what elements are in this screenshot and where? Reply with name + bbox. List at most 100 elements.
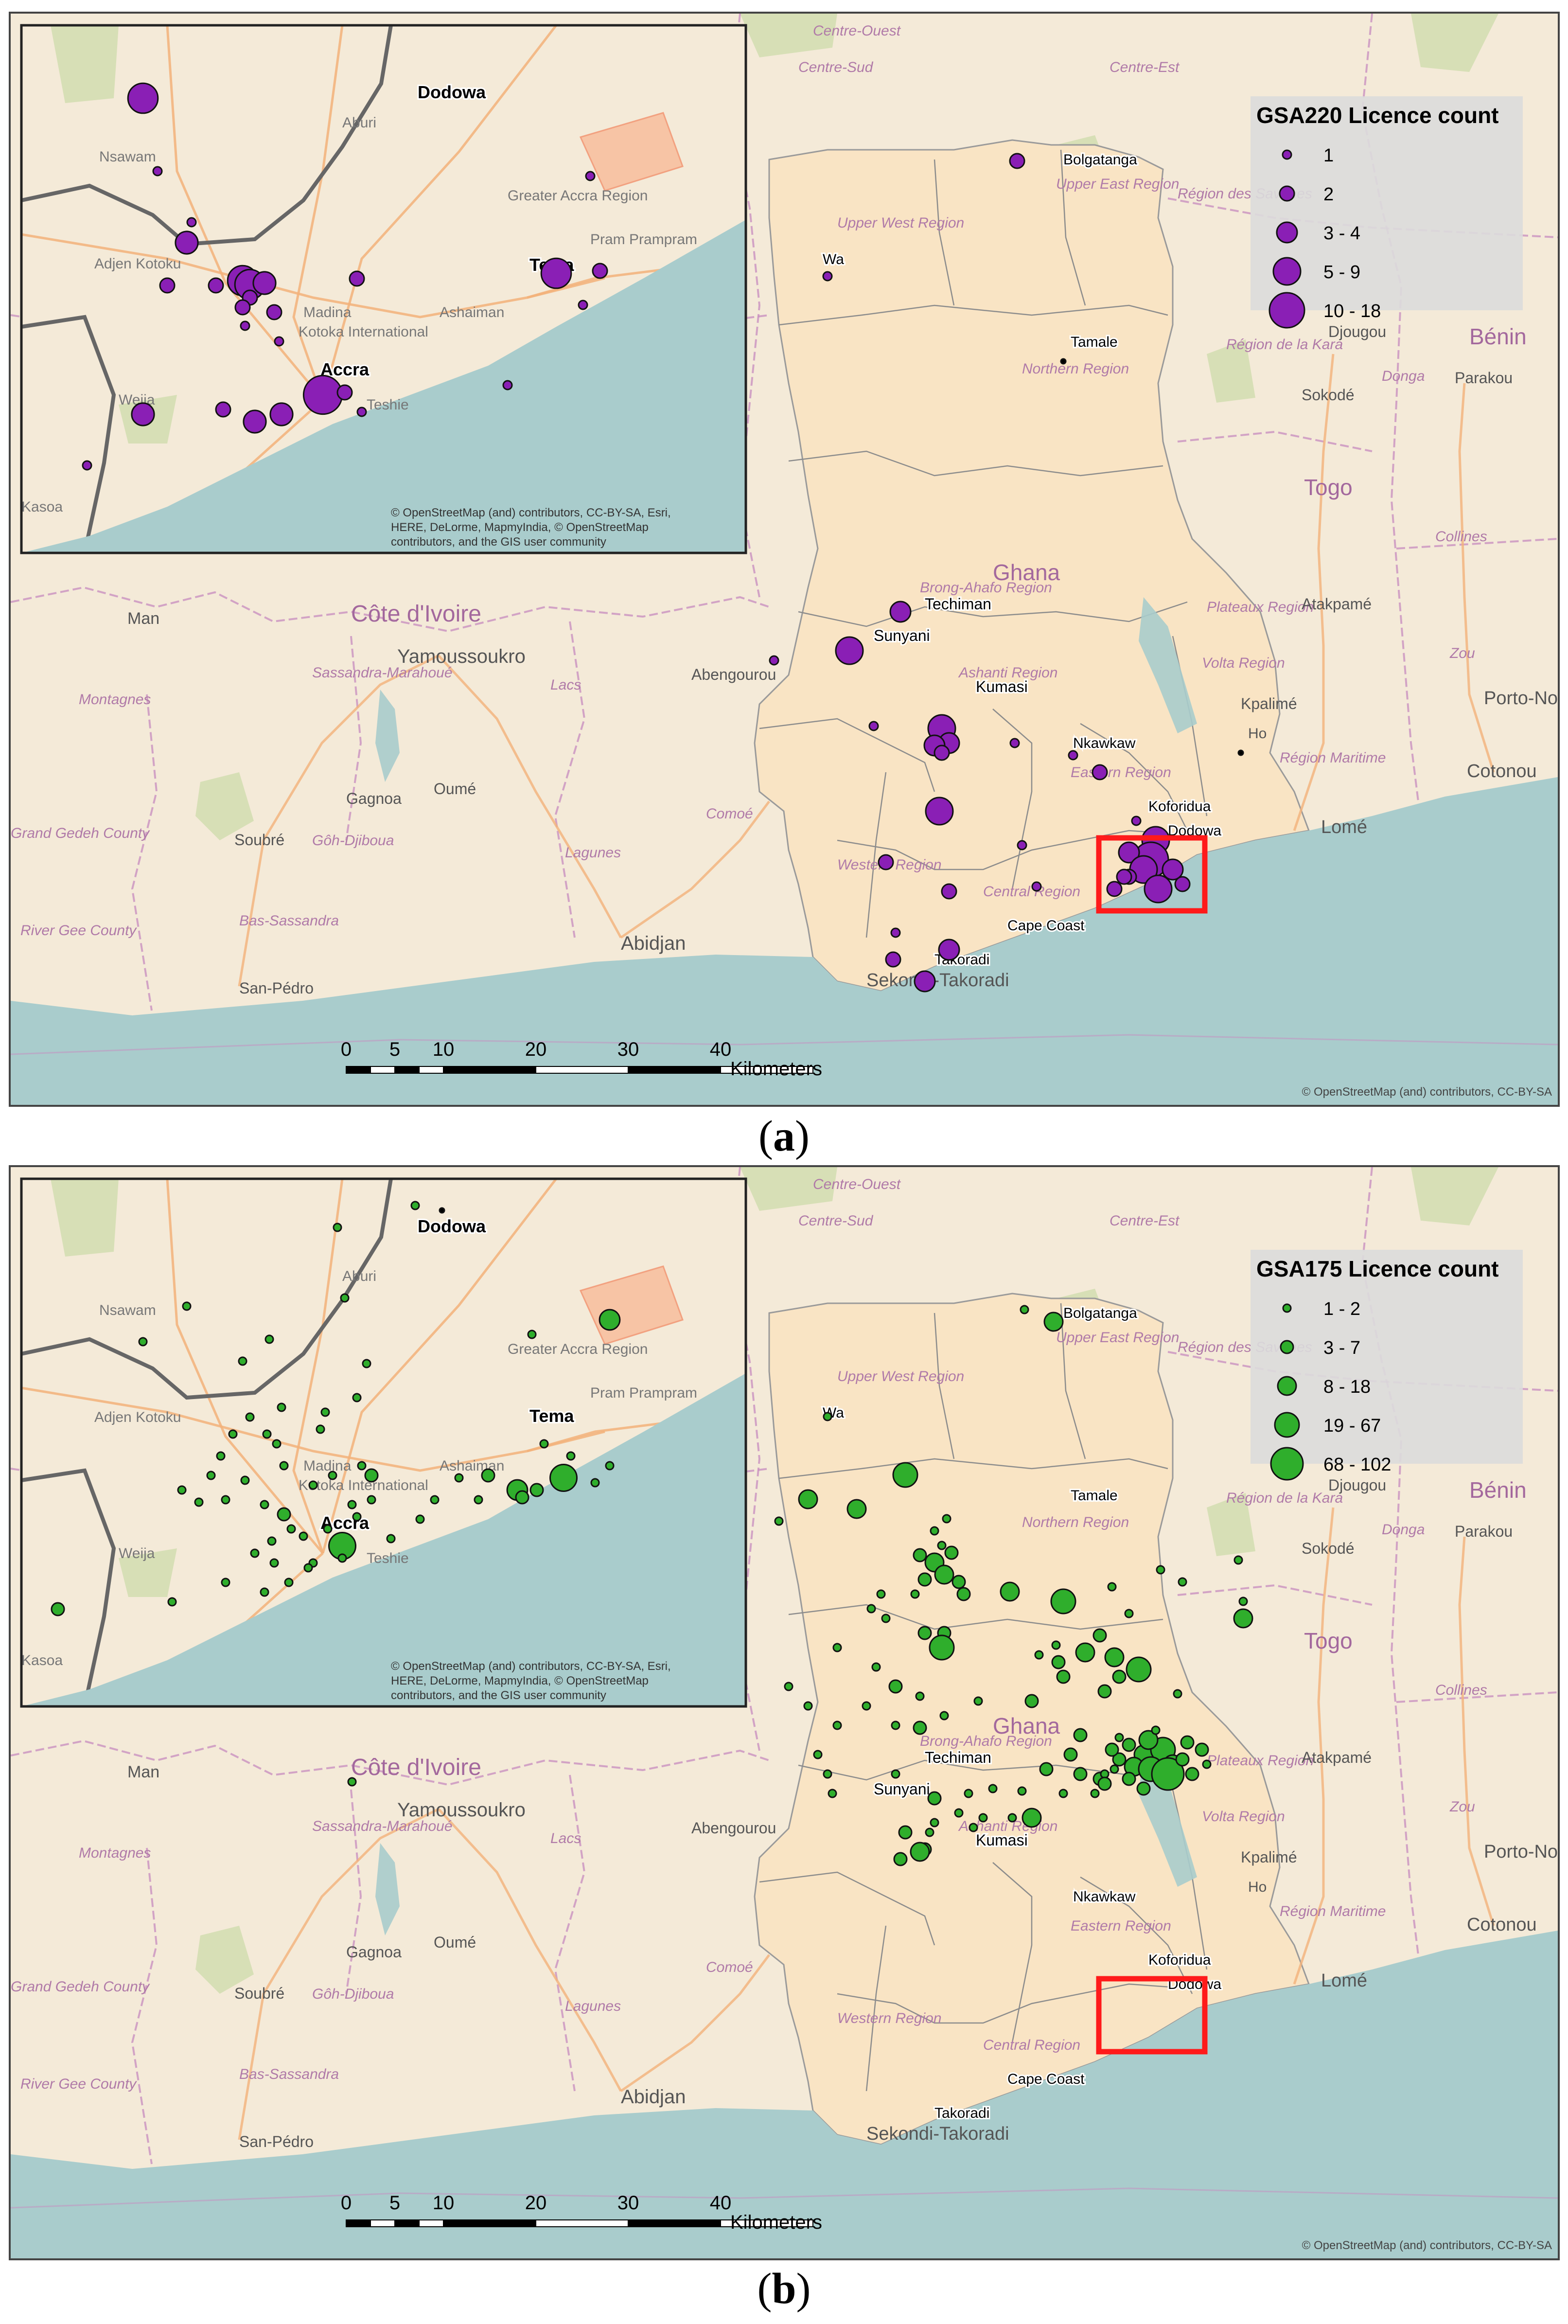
region-border (759, 1871, 935, 1946)
inset-licence-site-marker (527, 1330, 537, 1339)
licence-site-marker (876, 1589, 886, 1599)
inset-licence-site-marker (272, 1439, 282, 1449)
road (438, 655, 622, 939)
inset-licence-site-marker (410, 1201, 420, 1210)
inset-licence-site-marker (430, 1495, 440, 1505)
map-svg: Centre-Ouest Centre-Sud Centre-Est Upper We… (11, 14, 1558, 1105)
inset-licence-site-marker (549, 1464, 578, 1492)
licence-site-marker (1112, 1669, 1127, 1684)
region-border (759, 718, 935, 792)
licence-site-marker (1124, 1609, 1134, 1618)
region-label: Centre-Est (1110, 1213, 1180, 1229)
licence-site-marker (1097, 1776, 1112, 1791)
legend-symbol (1270, 1447, 1304, 1481)
inset-area-label: Greater Accra Region (508, 1341, 648, 1357)
inset-licence-site-marker (352, 1512, 362, 1522)
licence-site-marker (1056, 1669, 1071, 1684)
licence-site-marker (1092, 764, 1108, 781)
city-label: Sokodé (1302, 386, 1355, 404)
scale-segment (394, 1066, 420, 1074)
region-label: Ashanti Region (958, 665, 1057, 681)
licence-site-marker (930, 1526, 939, 1536)
licence-site-marker (890, 927, 901, 938)
inset-licence-site-marker (352, 1393, 362, 1402)
licence-site-marker (889, 601, 912, 623)
licence-site-marker (1122, 1738, 1136, 1752)
inset-licence-site-marker (221, 1578, 230, 1587)
region-label: Gôh-Djiboua (312, 833, 394, 849)
licence-site-marker (1000, 1581, 1020, 1602)
region-label: Gôh-Djiboua (312, 1986, 394, 2002)
scale-segment (720, 1066, 813, 1074)
legend-symbol (1280, 1340, 1294, 1354)
city-label: Kumasi (976, 1831, 1028, 1849)
scale-tick-label: 10 (433, 2192, 455, 2214)
inset-licence-site-marker (320, 1407, 330, 1417)
licence-site-marker (941, 883, 957, 900)
inset-licence-site-marker (502, 380, 513, 390)
inset-area-label: Nsawam (99, 149, 156, 165)
inset-licence-site-marker (590, 1478, 600, 1488)
region-label: Brong-Ahafo Region (920, 1733, 1052, 1749)
scale-unit-label: Kilometers (730, 2212, 822, 2233)
road (1293, 1507, 1335, 1985)
licence-site-marker (1122, 1772, 1136, 1786)
licence-site-marker (878, 854, 894, 870)
region-border (992, 709, 1033, 889)
scale-tick-label: 0 (341, 1039, 352, 1060)
admin-border (131, 1847, 158, 2164)
scale-segment (535, 2219, 629, 2227)
inset-area-label: Kasoa (21, 499, 63, 515)
region-label: Volta Region (1202, 1809, 1285, 1825)
city-label: Parakou (1455, 1523, 1513, 1540)
region-label: Northern Region (1022, 361, 1129, 377)
licence-site-marker (917, 1572, 932, 1587)
city-label: Wa (823, 251, 844, 267)
inset-licence-site-marker (439, 1207, 445, 1214)
licence-site-marker (1233, 1608, 1253, 1629)
forest-area (1207, 339, 1255, 403)
inset-licence-site-marker (131, 402, 155, 426)
region-label: Upper West Region (837, 1368, 964, 1384)
inset-frame (20, 1177, 747, 1708)
city-label: Man (127, 609, 159, 628)
inset-licence-site-marker (362, 1359, 371, 1368)
region-label: Bas-Sassandra (239, 2066, 339, 2082)
licence-site-marker (1092, 1628, 1107, 1643)
inset-licence-site-marker (415, 1514, 425, 1524)
city-label: Yamoussoukro (397, 646, 526, 667)
city-label: Atakpamé (1302, 1749, 1372, 1766)
inset-licence-site-marker (592, 263, 608, 279)
region-label: Lagunes (565, 1998, 621, 2014)
inset-licence-site-marker (138, 1337, 148, 1347)
admin-border (345, 1789, 362, 1994)
inset-licence-site-marker (308, 1480, 318, 1490)
region-label: Upper West Region (837, 215, 964, 231)
region-label: Région Maritime (1280, 1903, 1386, 1919)
inset-area-label: Kotoka International (299, 1477, 428, 1493)
inset-place-label: Dodowa (418, 1216, 486, 1236)
licence-site-marker (1238, 1597, 1248, 1606)
map-panel-a: Centre-Ouest Centre-Sud Centre-Est Upper We… (9, 12, 1560, 1107)
licence-site-marker (915, 1691, 925, 1701)
region-label: Région de la Kara (1226, 1490, 1343, 1506)
inset-licence-site-marker (328, 1471, 337, 1480)
inset-forest (119, 1548, 177, 1597)
admin-border (729, 14, 761, 598)
inset-area-label: Pram Prampram (590, 1385, 697, 1401)
inset-licence-site-marker (159, 277, 176, 294)
region-label: Eastern Region (1071, 1918, 1171, 1934)
admin-border (554, 621, 586, 938)
country-label: Togo (1304, 475, 1353, 500)
city-label: Cape Coast (1007, 2071, 1085, 2087)
forest-area (740, 1167, 837, 1211)
country-label: Ghana (993, 560, 1060, 585)
inset-licence-site-marker (277, 1507, 291, 1522)
inset-area-label: Ashaiman (440, 1458, 504, 1474)
licence-site-marker (1233, 1555, 1243, 1565)
licence-site-marker (1051, 1655, 1066, 1669)
scale-tick-label: 40 (710, 2192, 732, 2214)
region-border (837, 1983, 1198, 2024)
lake-volta (1139, 1751, 1197, 1887)
